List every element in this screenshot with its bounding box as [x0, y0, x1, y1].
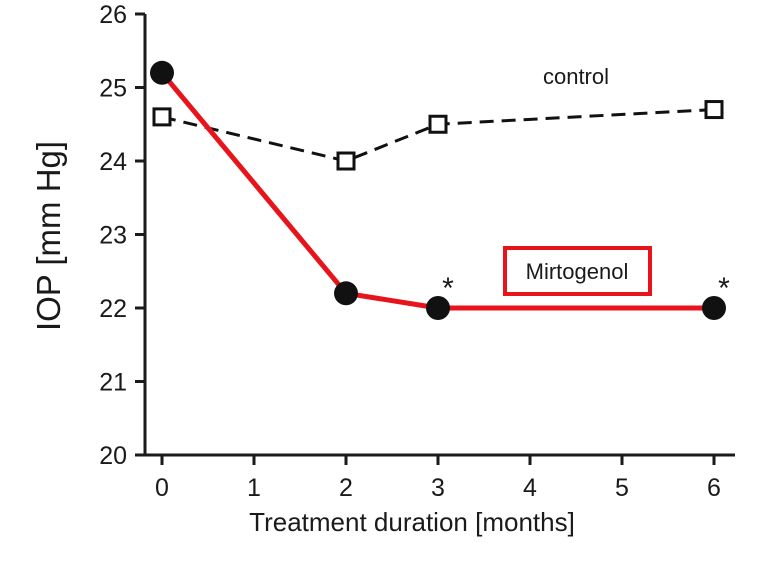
mirtogenol-point: [334, 281, 358, 306]
control-point: [428, 114, 448, 134]
x-tick-label: 0: [155, 474, 169, 502]
annotations: * *: [442, 272, 730, 305]
control-point: [152, 107, 172, 127]
mirtogenol-series-label: Mirtogenol: [526, 259, 629, 284]
mirtogenol-point: [150, 60, 174, 85]
x-axis-title: Treatment duration [months]: [249, 507, 575, 537]
y-tick-label: 26: [99, 1, 127, 29]
y-tick-label: 20: [99, 442, 127, 470]
control-point: [336, 151, 356, 171]
mirtogenol-series: [150, 60, 726, 320]
control-point: [704, 100, 724, 120]
x-tick-label: 4: [523, 474, 537, 502]
x-tick-label: 5: [615, 474, 629, 502]
y-tick-label: 24: [99, 148, 127, 176]
y-tick-label: 23: [99, 222, 127, 250]
control-series-label: control: [543, 64, 609, 89]
x-tick-label: 6: [707, 474, 721, 502]
y-tick-label: 21: [99, 369, 127, 397]
control-series: [152, 100, 724, 171]
y-tick-label: 25: [99, 75, 127, 103]
y-ticks: 20 21 22 23 24 25 26: [99, 1, 145, 470]
x-tick-label: 1: [247, 474, 261, 502]
y-tick-label: 22: [99, 295, 127, 323]
mirtogenol-label-box: [503, 246, 652, 296]
mirtogenol-line: [160, 71, 714, 311]
control-line: [161, 108, 715, 163]
y-axis-title: IOP [mm Hg]: [30, 141, 67, 331]
x-tick-label: 2: [339, 474, 353, 502]
significance-asterisk: *: [718, 272, 730, 305]
mirtogenol-point: [426, 296, 450, 320]
mirtogenol-point: [702, 296, 726, 320]
significance-asterisk: *: [442, 272, 454, 305]
x-tick-label: 3: [431, 474, 445, 502]
x-ticks: 0 1 2 3 4 5 6: [155, 455, 721, 502]
